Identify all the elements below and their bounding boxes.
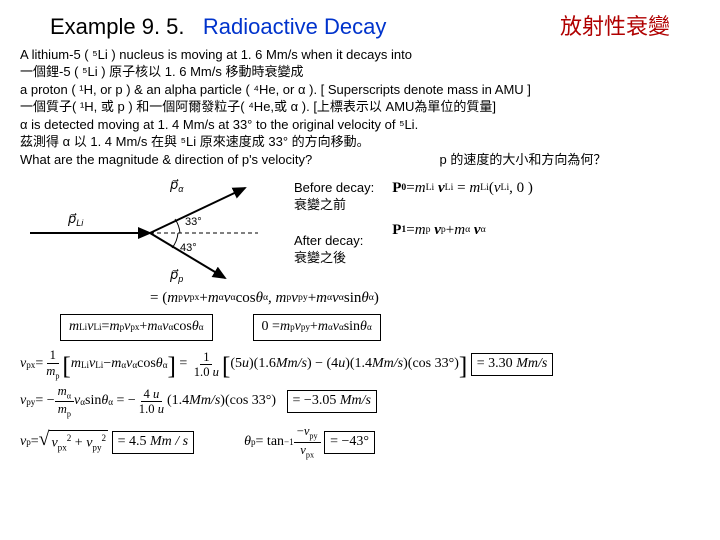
eq-y: 0 = mp vpy + mα vα sin θα bbox=[253, 314, 381, 341]
line-2: 一個鋰-5 ( ⁵Li ) 原子核以 1. 6 Mm/s 移動時衰變成 bbox=[20, 63, 700, 81]
title-topic-en: Radioactive Decay bbox=[203, 14, 386, 39]
label-pp: p⃗p bbox=[169, 267, 183, 284]
line-4: 一個質子( ¹H, 或 p ) 和一個阿爾發粒子( ⁴He,或 α ). [上標… bbox=[20, 98, 700, 116]
problem-text: A lithium-5 ( ⁵Li ) nucleus is moving at… bbox=[20, 46, 700, 169]
decay-labels: Before decay: 衰變之前 After decay: 衰變之後 bbox=[280, 175, 374, 285]
line-7: What are the magnitude & direction of p'… bbox=[20, 151, 700, 169]
eq-vpy: vpy = − mαmp vα sinθα = − 4 u1.0 u (1.4 … bbox=[20, 385, 700, 419]
momentum-diagram: p⃗Li p⃗α p⃗p 33° 43° bbox=[20, 175, 280, 285]
eq-vpx: vpx = 1mp [mLivLi − mαvα cosθα] = 11.0 u… bbox=[20, 348, 700, 382]
title-en: Example 9. 5. Radioactive Decay bbox=[20, 12, 560, 42]
label-palpha: p⃗α bbox=[169, 177, 184, 194]
eq-vp: vp = √vpx2 + vpy2 = 4.5 Mm / s bbox=[20, 425, 194, 459]
line-6: 茲測得 α 以 1. 4 Mm/s 在與 ⁵Li 原來速度成 33° 的方向移動… bbox=[20, 133, 700, 151]
component-equations: mLi vLi = mp vpx + mα vα cos θα 0 = mp v… bbox=[60, 311, 700, 344]
eq-p0: P0 = mLi vLi = mLi ( vLi , 0 ) bbox=[392, 178, 700, 198]
eq-x: mLi vLi = mp vpx + mα vα cos θα bbox=[60, 314, 213, 341]
final-results: vp = √vpx2 + vpy2 = 4.5 Mm / s θp = tan−… bbox=[20, 422, 700, 462]
line-3: a proton ( ¹H, or p ) & an alpha particl… bbox=[20, 81, 700, 99]
angle-bot: 43° bbox=[180, 242, 197, 254]
line-1: A lithium-5 ( ⁵Li ) nucleus is moving at… bbox=[20, 46, 700, 64]
momentum-equations: P0 = mLi vLi = mLi ( vLi , 0 ) P1 = mp v… bbox=[374, 175, 700, 285]
eq-theta: θp = tan−1 −vpyvpx = −43° bbox=[244, 425, 375, 459]
before-zh: 衰變之前 bbox=[294, 196, 374, 214]
after-zh: 衰變之後 bbox=[294, 249, 374, 267]
diagram-row: p⃗Li p⃗α p⃗p 33° 43° Before decay: 衰變之前 … bbox=[20, 175, 700, 285]
line-7-zh: p 的速度的大小和方向為何？ bbox=[440, 152, 607, 167]
title-topic-zh: 放射性衰變 bbox=[560, 12, 700, 42]
eq-p1-expand: = ( mp vpx + mα vα cos θα , mp vpy + mα … bbox=[20, 288, 700, 308]
line-7-en: What are the magnitude & direction of p'… bbox=[20, 152, 312, 167]
after-en: After decay: bbox=[294, 232, 374, 250]
line-5: α is detected moving at 1. 4 Mm/s at 33°… bbox=[20, 116, 700, 134]
eq-p1: P1 = mp vp + mα vα bbox=[392, 220, 700, 240]
label-pli: p⃗Li bbox=[67, 211, 84, 228]
title-row: Example 9. 5. Radioactive Decay 放射性衰變 bbox=[20, 12, 700, 42]
angle-top: 33° bbox=[185, 216, 202, 228]
before-en: Before decay: bbox=[294, 179, 374, 197]
example-number: Example 9. 5. bbox=[50, 14, 185, 39]
